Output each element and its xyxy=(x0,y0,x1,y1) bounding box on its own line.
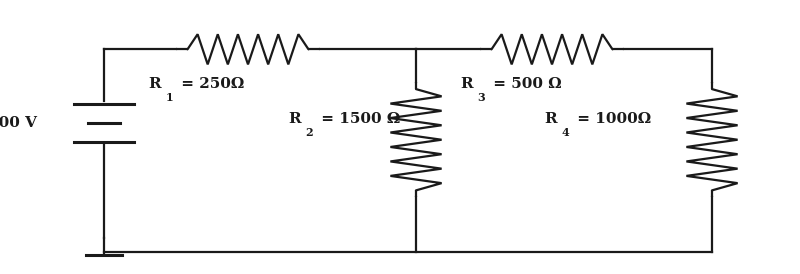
Text: R: R xyxy=(460,77,473,91)
Text: = 500 Ω: = 500 Ω xyxy=(488,77,562,91)
Text: 4: 4 xyxy=(562,127,570,138)
Text: = 1500 Ω: = 1500 Ω xyxy=(316,112,400,126)
Text: 3: 3 xyxy=(478,92,486,103)
Text: R: R xyxy=(544,112,557,126)
Text: = 250Ω: = 250Ω xyxy=(176,77,244,91)
Text: 2: 2 xyxy=(306,127,314,138)
Text: = 1000Ω: = 1000Ω xyxy=(572,112,651,126)
Text: R: R xyxy=(148,77,161,91)
Text: R: R xyxy=(288,112,301,126)
Text: 100 V: 100 V xyxy=(0,116,37,130)
Text: 1: 1 xyxy=(166,92,174,103)
